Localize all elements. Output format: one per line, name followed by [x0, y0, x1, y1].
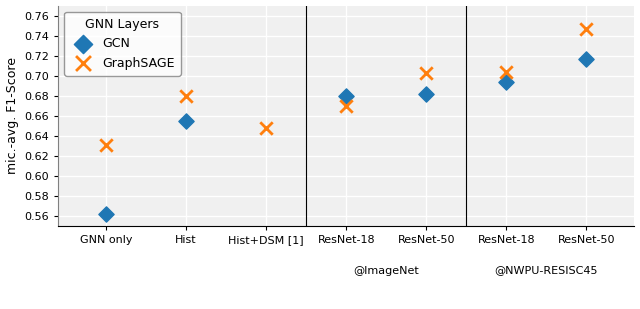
Point	[421, 91, 431, 96]
Point	[341, 93, 351, 98]
Point	[181, 118, 191, 123]
Point	[341, 103, 351, 108]
Point	[421, 70, 431, 75]
Point	[101, 142, 111, 147]
Point	[581, 26, 591, 31]
Point	[581, 56, 591, 61]
Point	[501, 79, 511, 84]
Point	[261, 125, 271, 130]
Point	[501, 69, 511, 74]
Text: @ImageNet: @ImageNet	[353, 265, 419, 276]
Point	[101, 211, 111, 216]
Y-axis label: mic.-avg. F1-Score: mic.-avg. F1-Score	[6, 57, 19, 174]
Legend: GCN, GraphSAGE: GCN, GraphSAGE	[64, 12, 180, 76]
Text: @NWPU-RESISC45: @NWPU-RESISC45	[495, 265, 598, 276]
Point	[181, 93, 191, 98]
